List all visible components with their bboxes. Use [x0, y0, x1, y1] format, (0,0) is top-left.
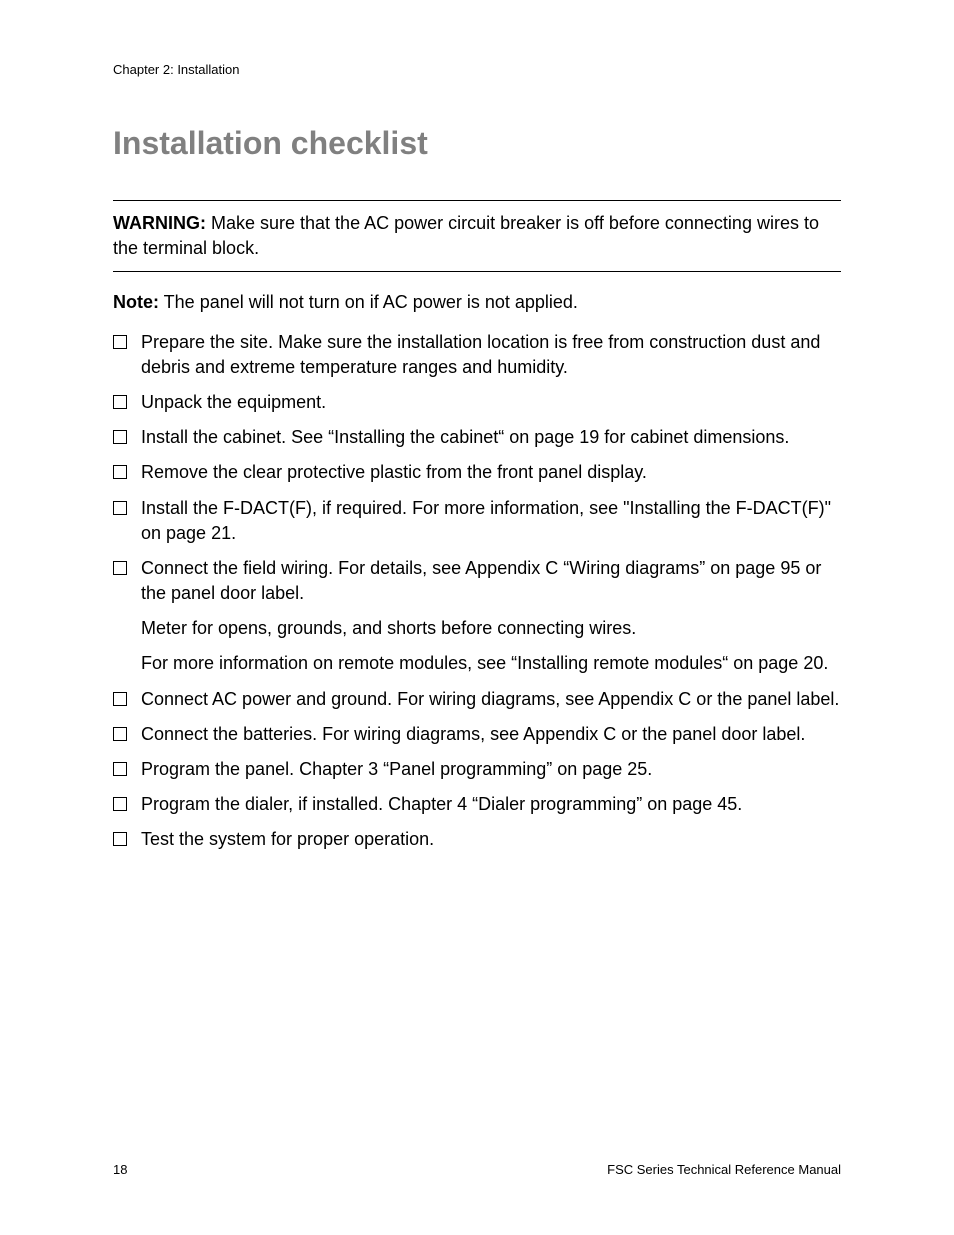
- note-body: The panel will not turn on if AC power i…: [159, 292, 578, 312]
- note-label: Note:: [113, 292, 159, 312]
- checklist-sub-paragraph: For more information on remote modules, …: [113, 651, 841, 676]
- checklist-item: Connect the field wiring. For details, s…: [113, 556, 841, 606]
- checklist-item: Remove the clear protective plastic from…: [113, 460, 841, 485]
- checklist-sub-paragraph: Meter for opens, grounds, and shorts bef…: [113, 616, 841, 641]
- checklist-item: Program the dialer, if installed. Chapte…: [113, 792, 841, 817]
- page-header: Chapter 2: Installation: [113, 62, 841, 77]
- note-text: Note: The panel will not turn on if AC p…: [113, 290, 841, 315]
- checklist-item: Program the panel. Chapter 3 “Panel prog…: [113, 757, 841, 782]
- page-number: 18: [113, 1162, 127, 1177]
- checklist-item: Test the system for proper operation.: [113, 827, 841, 852]
- document-page: Chapter 2: Installation Installation che…: [0, 0, 954, 853]
- manual-title: FSC Series Technical Reference Manual: [607, 1162, 841, 1177]
- installation-checklist: Prepare the site. Make sure the installa…: [113, 330, 841, 853]
- checklist-item: Connect the batteries. For wiring diagra…: [113, 722, 841, 747]
- checklist-item: Connect AC power and ground. For wiring …: [113, 687, 841, 712]
- checklist-item: Prepare the site. Make sure the installa…: [113, 330, 841, 380]
- checklist-item: Unpack the equipment.: [113, 390, 841, 415]
- checklist-item: Install the F-DACT(F), if required. For …: [113, 496, 841, 546]
- warning-text: WARNING: Make sure that the AC power cir…: [113, 211, 841, 261]
- warning-box: WARNING: Make sure that the AC power cir…: [113, 200, 841, 272]
- page-title: Installation checklist: [113, 125, 841, 162]
- warning-label: WARNING:: [113, 213, 206, 233]
- checklist-item: Install the cabinet. See “Installing the…: [113, 425, 841, 450]
- page-footer: 18 FSC Series Technical Reference Manual: [113, 1162, 841, 1177]
- warning-body: Make sure that the AC power circuit brea…: [113, 213, 819, 258]
